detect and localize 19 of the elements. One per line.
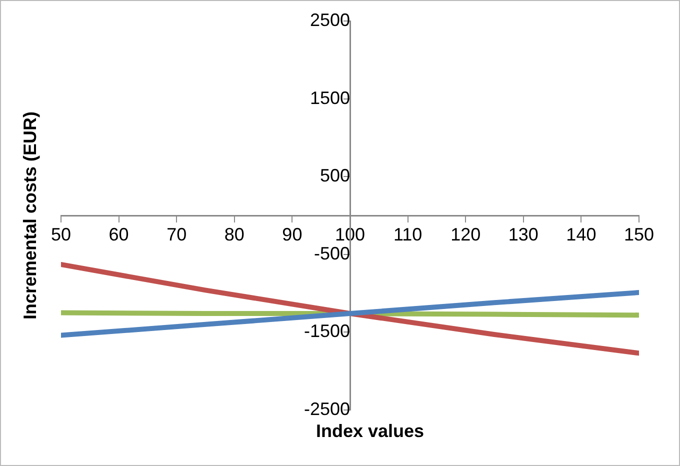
- y-tick-label: -500: [314, 243, 350, 264]
- x-tick-label: 110: [393, 224, 422, 244]
- y-axis-title: Incremental costs (EUR): [20, 111, 40, 320]
- y-tick-label: 2500: [310, 10, 350, 30]
- y-tick-label: -2500: [304, 398, 350, 419]
- x-axis-title: Index values: [316, 420, 424, 441]
- x-tick-label: 120: [450, 224, 481, 244]
- x-tick-label: 150: [624, 224, 654, 244]
- x-tick-label: 50: [50, 224, 72, 244]
- y-tick-label: -1500: [304, 321, 350, 342]
- x-tick-label: 60: [108, 224, 129, 244]
- x-tick-label: 130: [508, 224, 538, 244]
- x-tick-label: 80: [224, 224, 244, 244]
- x-tick-label: 70: [166, 224, 187, 244]
- x-tick-label: 90: [282, 224, 302, 244]
- x-tick-label: 140: [566, 224, 596, 244]
- x-tick-label: 100: [334, 224, 366, 244]
- y-tick-label: 500: [320, 166, 350, 186]
- y-tick-label: 1500: [310, 88, 350, 108]
